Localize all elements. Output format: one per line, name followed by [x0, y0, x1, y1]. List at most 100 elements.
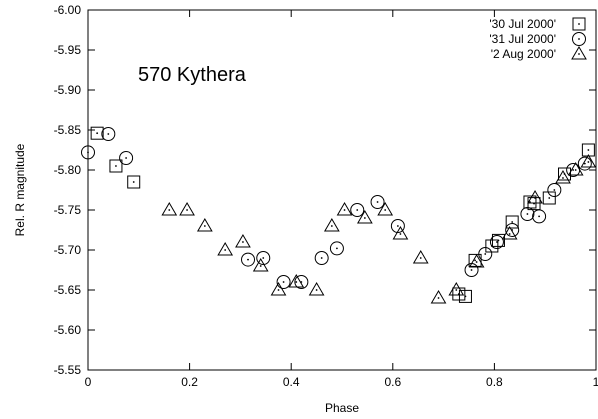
x-tick-label: 0.6	[384, 375, 401, 389]
data-point-triangle	[580, 154, 597, 168]
data-point-triangle	[308, 282, 325, 296]
marker-center-dot	[384, 209, 387, 211]
data-point-triangle	[501, 226, 518, 240]
marker-center-dot	[574, 169, 577, 171]
marker-center-dot	[470, 269, 473, 271]
data-point-circle	[464, 263, 479, 277]
triangle-marker-shape	[555, 170, 571, 184]
data-point-square	[90, 126, 104, 140]
marker-center-dot	[578, 23, 580, 25]
triangle-marker-shape	[323, 218, 340, 232]
data-point-triangle	[323, 218, 340, 232]
marker-center-dot	[336, 247, 338, 250]
triangle-marker-shape	[179, 202, 195, 216]
data-point-square	[491, 233, 505, 247]
marker-center-dot	[526, 213, 529, 215]
data-point-triangle	[356, 210, 373, 224]
data-point-circle	[256, 251, 271, 265]
marker-center-dot	[132, 181, 135, 183]
circle-marker-shape	[547, 183, 562, 197]
x-tick-label: 1	[593, 375, 598, 389]
marker-center-dot	[295, 281, 298, 283]
marker-center-dot	[107, 133, 110, 135]
marker-center-dot	[343, 209, 346, 211]
data-point-circle	[350, 203, 365, 217]
triangle-marker-shape	[356, 210, 373, 224]
triangle-marker-shape	[235, 234, 251, 248]
marker-center-dot	[484, 253, 487, 255]
data-point-circle	[547, 183, 562, 197]
data-point-triangle	[235, 234, 251, 248]
data-point-triangle	[567, 162, 584, 176]
circle-marker-shape	[350, 203, 365, 217]
y-tick-label: -5.85	[54, 123, 82, 137]
triangle-marker-shape	[270, 282, 287, 296]
marker-center-dot	[282, 281, 285, 283]
marker-center-dot	[437, 297, 440, 299]
data-points	[81, 126, 597, 304]
data-point-circle	[478, 247, 493, 261]
x-tick-labels: 0 0.2 0.4 0.6 0.8 1	[85, 375, 598, 389]
square-marker-shape	[90, 126, 104, 140]
marker-center-dot	[578, 38, 580, 40]
circle-marker-shape	[81, 145, 95, 160]
marker-center-dot	[203, 225, 206, 227]
data-point-triangle	[555, 170, 571, 184]
marker-center-dot	[259, 265, 262, 267]
square-marker-shape	[558, 167, 572, 181]
square-marker-shape	[468, 253, 482, 267]
data-point-circle	[370, 195, 385, 209]
square-marker-shape	[542, 191, 556, 205]
data-point-triangle	[179, 202, 195, 216]
data-point-square	[581, 143, 595, 157]
data-point-triangle	[392, 226, 409, 240]
data-point-square	[127, 175, 141, 189]
marker-center-dot	[511, 221, 514, 223]
circle-marker-shape	[329, 241, 344, 256]
triangle-marker-shape	[288, 274, 305, 288]
data-point-triangle	[430, 290, 447, 304]
triangle-marker-shape	[430, 290, 447, 304]
y-tick-label: -5.55	[54, 363, 82, 377]
triangle-marker-shape	[377, 202, 394, 216]
circle-marker-shape	[505, 223, 520, 237]
marker-center-dot	[376, 201, 379, 203]
circle-marker-shape	[256, 251, 271, 265]
triangle-marker-shape	[412, 250, 429, 264]
marker-center-dot	[455, 289, 458, 291]
data-point-circle	[520, 207, 535, 221]
data-point-circle	[532, 209, 547, 224]
circle-marker-shape	[294, 275, 309, 289]
square-marker-shape	[527, 197, 541, 211]
marker-center-dot	[247, 258, 249, 261]
triangle-marker-shape	[571, 46, 587, 60]
triangle-marker-shape	[527, 190, 543, 204]
triangle-marker-shape	[161, 202, 178, 216]
y-tick-label: -5.90	[54, 83, 82, 97]
asteroid-annotation: 570 Kythera	[138, 64, 247, 86]
data-point-triangle	[217, 242, 234, 256]
data-point-triangle	[196, 218, 213, 232]
marker-center-dot	[330, 225, 333, 227]
circle-marker-shape	[119, 151, 134, 165]
square-marker-shape	[127, 175, 141, 189]
marker-center-dot	[399, 233, 402, 235]
triangle-marker-shape	[448, 282, 465, 296]
circle-marker-shape	[314, 251, 329, 265]
square-marker-shape	[109, 159, 123, 173]
marker-center-dot	[562, 177, 564, 179]
data-point-triangle	[161, 202, 178, 216]
data-point-triangle	[252, 258, 269, 272]
data-point-triangle	[377, 202, 394, 216]
y-tick-label: -5.95	[54, 43, 82, 57]
marker-center-dot	[87, 151, 89, 154]
x-tick-label: 0.8	[486, 375, 503, 389]
marker-center-dot	[115, 165, 117, 167]
marker-center-dot	[553, 189, 556, 191]
triangle-marker-shape	[392, 226, 409, 240]
series-triangle	[161, 154, 597, 304]
triangle-marker-shape	[196, 218, 213, 232]
legend-marker-square	[572, 17, 586, 31]
marker-center-dot	[242, 241, 244, 243]
data-point-square	[468, 253, 482, 267]
